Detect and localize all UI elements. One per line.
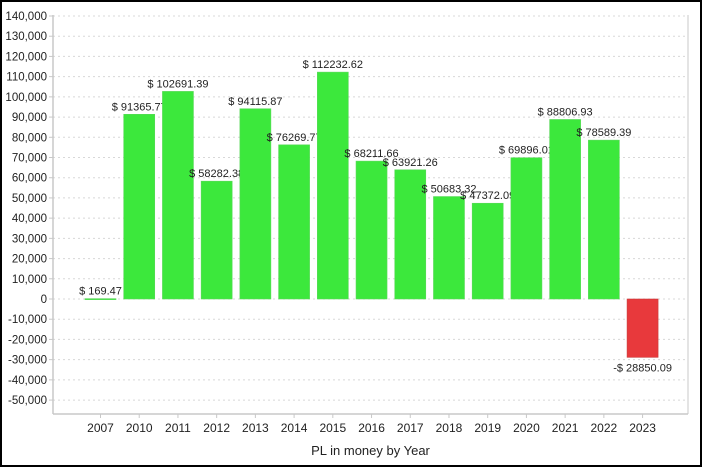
y-tick-label: 0 — [41, 294, 47, 306]
y-tick-label: 110,000 — [6, 72, 47, 84]
x-tick-label: 2014 — [281, 421, 308, 435]
x-tick-label: 2019 — [474, 421, 501, 435]
y-tick-label: 80,000 — [12, 132, 47, 144]
bar-2017 — [394, 169, 427, 300]
y-tick-label: 70,000 — [12, 153, 47, 165]
bar-2014 — [278, 144, 310, 300]
data-label-2021: $ 88806.93 — [538, 106, 593, 118]
y-tick-label: 140,000 — [5, 11, 47, 23]
y-tick-label: 10,000 — [12, 274, 47, 286]
data-label-2020: $ 69896.01 — [499, 145, 554, 157]
x-tick-label: 2022 — [591, 421, 618, 435]
bar-2013 — [239, 108, 272, 300]
data-label-2014: $ 76269.77 — [267, 132, 322, 144]
y-tick-label: 50,000 — [12, 193, 47, 205]
bar-2010 — [123, 114, 156, 300]
data-label-2012: $ 58282.38 — [189, 168, 244, 180]
y-tick-label: 130,000 — [5, 31, 47, 43]
y-tick-label: -40,000 — [8, 375, 47, 387]
data-label-2022: $ 78589.39 — [576, 127, 631, 139]
x-tick-label: 2016 — [358, 421, 385, 435]
x-tick-label: 2021 — [552, 421, 579, 435]
x-tick-label: 2010 — [126, 421, 153, 435]
bar-2023 — [626, 298, 659, 358]
x-tick-label: 2012 — [203, 421, 230, 435]
y-tick-label: 120,000 — [5, 51, 47, 63]
data-label-2010: $ 91365.77 — [112, 101, 167, 113]
x-axis-title: PL in money by Year — [311, 443, 430, 458]
data-label-2018: $ 50683.32 — [421, 184, 476, 196]
bar-2020 — [510, 157, 543, 300]
x-tick-label: 2017 — [397, 421, 424, 435]
bar-2011 — [162, 91, 194, 300]
x-tick-label: 2023 — [629, 421, 656, 435]
bar-2018 — [433, 196, 465, 300]
data-label-2015: $ 112232.62 — [303, 59, 363, 71]
y-tick-label: -50,000 — [8, 395, 47, 407]
data-label-2007: $ 169.47 — [79, 286, 122, 298]
data-label-2016: $ 68211.66 — [344, 148, 398, 160]
y-tick-label: 30,000 — [12, 233, 47, 245]
data-label-2017: $ 63921.26 — [383, 157, 438, 169]
x-tick-label: 2020 — [513, 421, 540, 435]
x-tick-label: 2015 — [319, 421, 346, 435]
x-tick-label: 2018 — [436, 421, 463, 435]
y-tick-label: 60,000 — [12, 173, 47, 185]
bar-2015 — [317, 71, 349, 300]
y-tick-label: -20,000 — [8, 334, 47, 346]
x-tick-label: 2007 — [87, 421, 114, 435]
y-tick-label: 20,000 — [12, 254, 47, 266]
bar-2012 — [200, 180, 233, 300]
data-label-2011: $ 102691.39 — [147, 78, 208, 90]
y-tick-label: 90,000 — [12, 112, 47, 124]
y-tick-label: -30,000 — [8, 355, 47, 367]
bar-2022 — [588, 139, 620, 300]
y-tick-label: 40,000 — [12, 213, 47, 225]
data-label-2013: $ 94115.87 — [228, 96, 282, 108]
x-tick-label: 2011 — [165, 421, 191, 435]
x-tick-label: 2013 — [242, 421, 269, 435]
data-label-2023: -$ 28850.09 — [613, 362, 672, 374]
y-tick-label: 100,000 — [5, 92, 47, 104]
bar-2016 — [355, 160, 388, 300]
data-label-2019: $ 47372.09 — [460, 190, 515, 202]
bar-2007 — [84, 298, 117, 300]
bar-2019 — [471, 202, 504, 300]
y-tick-label: -10,000 — [8, 314, 47, 326]
bar-2021 — [549, 119, 581, 300]
